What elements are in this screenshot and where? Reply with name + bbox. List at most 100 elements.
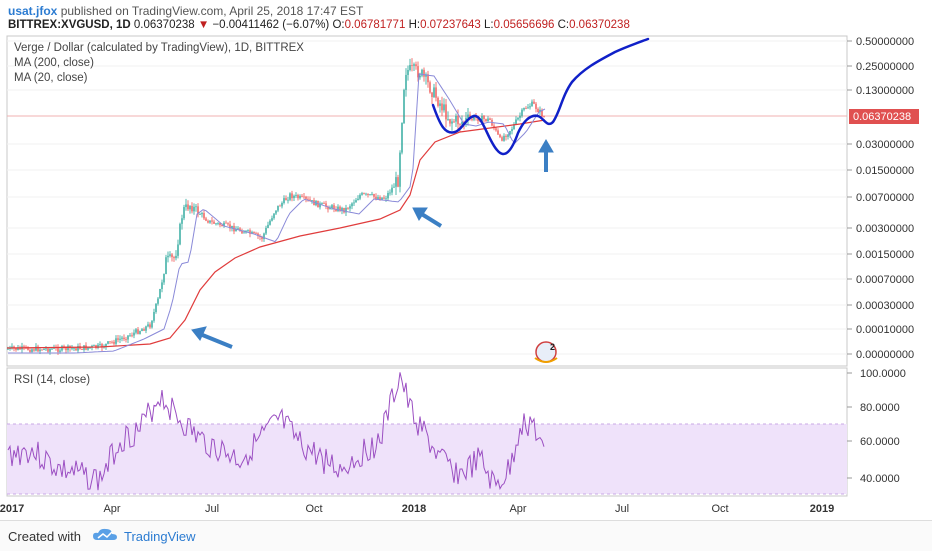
candle-body (249, 230, 251, 234)
candle-body (171, 254, 173, 258)
open-label: O: (332, 19, 345, 31)
candle-body (293, 195, 295, 199)
arrow-icon (412, 207, 443, 228)
candle-body (413, 64, 415, 66)
rsi-tick-label: 100.0000 (860, 368, 906, 380)
candle-body (299, 195, 301, 199)
candle-body (541, 109, 543, 117)
candle-body (417, 66, 419, 78)
candle-body (175, 255, 177, 259)
candle-body (383, 197, 385, 199)
candle-body (409, 65, 411, 70)
candle-body (81, 348, 83, 350)
candle-body (45, 348, 47, 350)
candle-body (195, 206, 197, 208)
rsi-tick-label: 80.0000 (860, 402, 900, 414)
candle-body (537, 108, 539, 113)
candle-body (341, 207, 343, 211)
candle-body (455, 115, 457, 122)
candle-body (119, 338, 121, 340)
candle-body (151, 320, 153, 328)
candle-body (321, 203, 323, 204)
candle-body (181, 218, 183, 224)
candle-body (105, 343, 107, 347)
arrow-icon (538, 139, 554, 172)
candle-body (333, 205, 335, 210)
candle-body (503, 135, 505, 141)
candle-body (7, 348, 9, 350)
candle-body (473, 116, 475, 120)
candle-body (529, 106, 531, 108)
time-tick-label: Apr (103, 503, 120, 515)
candle-body (477, 117, 479, 121)
candle-body (47, 348, 49, 352)
rsi-axis[interactable]: 100.0000 80.0000 60.0000 40.0000 (847, 368, 906, 485)
candle-body (423, 69, 425, 77)
candle-body (11, 346, 13, 348)
price-axis[interactable]: 0.50000000 0.25000000 0.13000000 0.03000000… (847, 36, 914, 361)
candle-body (437, 97, 439, 106)
candle-body (515, 119, 517, 125)
candle-body (483, 116, 485, 120)
chart-svg[interactable]: 2 0.50000000 0.25000000 0.13000000 0.030000… (0, 0, 932, 520)
candle-body (131, 335, 133, 337)
candle-body (357, 198, 359, 201)
candle-body (361, 193, 363, 195)
candle-body (285, 198, 287, 201)
candle-body (185, 204, 187, 208)
candle-body (213, 221, 215, 224)
candle-body (363, 193, 365, 194)
candle-body (525, 108, 527, 109)
flag-badge-icon[interactable]: 2 (534, 341, 558, 363)
candle-body (41, 349, 43, 351)
change-value: −0.00411462 (−6.07%) (212, 19, 330, 31)
publish-info: usat.jfox published on TradingView.com, … (8, 4, 363, 18)
candle-body (75, 348, 77, 351)
candle-body (533, 101, 535, 104)
candle-body (179, 223, 181, 245)
candle-body (443, 104, 445, 111)
candle-body (277, 205, 279, 211)
high-label: H: (408, 19, 421, 31)
candle-body (399, 152, 401, 187)
candle-body (235, 229, 237, 232)
time-axis[interactable]: 2017 Apr Jul Oct 2018 Apr Jul Oct 2019 (0, 503, 834, 515)
tradingview-link[interactable]: TradingView (124, 529, 196, 544)
candle-body (445, 104, 447, 120)
candle-body (211, 220, 213, 222)
low-label: L: (484, 19, 494, 31)
candle-body (229, 224, 231, 229)
candle-body (345, 207, 347, 213)
time-tick-label: 2018 (402, 503, 426, 515)
candle-body (471, 118, 473, 120)
candle-body (497, 130, 499, 135)
candle-body (275, 210, 277, 214)
candle-body (203, 213, 205, 219)
candle-body (239, 228, 241, 231)
candle-body (125, 339, 127, 340)
candle-body (87, 347, 89, 350)
candle-body (169, 254, 171, 256)
candle-body (273, 213, 275, 219)
candle-body (59, 350, 61, 352)
candle-body (49, 348, 51, 352)
ma200-legend: MA (200, close) (14, 57, 94, 69)
candle-body (327, 206, 329, 210)
candle-body (523, 108, 525, 110)
candle-body (129, 335, 131, 337)
candle-body (265, 227, 267, 234)
candle-body (467, 114, 469, 118)
candle-body (167, 255, 169, 258)
price-tick-label: 0.00300000 (856, 223, 914, 235)
tradingview-cloud-icon (93, 528, 117, 540)
author-link[interactable]: usat.jfox (8, 4, 58, 18)
candle-body (511, 129, 513, 132)
candle-body (359, 194, 361, 199)
candle-body (15, 348, 17, 350)
candle-body (301, 195, 303, 197)
candle-body (355, 200, 357, 203)
candle-body (135, 329, 137, 333)
candle-body (39, 349, 41, 352)
candle-body (405, 74, 407, 90)
candle-body (225, 222, 227, 224)
